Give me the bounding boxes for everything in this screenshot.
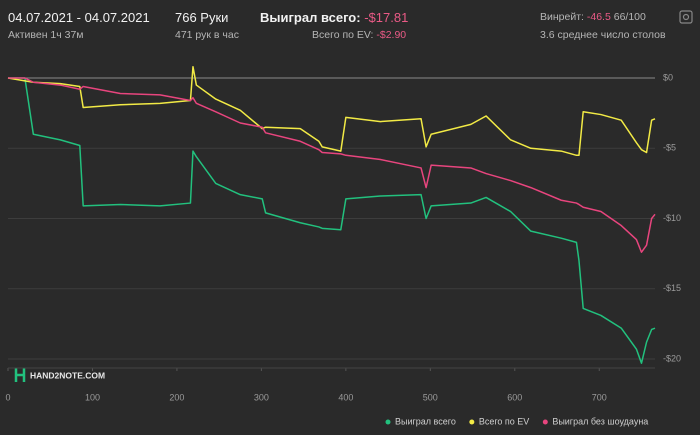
gear-frame[interactable] [679,10,693,24]
x-tick-label: 200 [169,392,184,402]
x-tick-label: 400 [338,392,353,402]
gear-center[interactable] [682,13,690,21]
winrate-unit: 66/100 [613,11,646,23]
x-tick-label: 0 [5,392,10,402]
settings-icon[interactable] [679,10,693,24]
logo-text: HAND2NOTE.COM [30,370,105,380]
date-range: 04.07.2021 - 04.07.2021 [8,10,150,25]
x-tick-label: 300 [254,392,269,402]
ev-row: Всего по EV: -$2.90 [312,29,406,41]
winrate-value: -46.5 [586,11,611,23]
ev-value: -$2.90 [376,29,407,41]
winrate-label: Винрейт: [540,11,584,23]
x-tick-label: 500 [423,392,438,402]
x-tick-label: 100 [85,392,100,402]
plot-area [8,64,655,366]
x-tick-label: 600 [507,392,522,402]
legend-label: Выиграл без шоудауна [552,416,648,426]
legend-label: Всего по EV [479,416,529,426]
legend-swatch [542,419,548,425]
series-line [7,66,656,157]
x-tick-label: 700 [592,392,607,402]
ev-label: Всего по EV: [312,29,374,41]
legend-swatch [385,419,391,425]
plot-bg [8,64,655,366]
logo-icon [14,368,26,382]
won-value: -$17.81 [364,10,409,25]
hands: 766 Руки [175,10,229,25]
series-line [8,77,656,253]
y-tick-label: -$15 [663,283,681,293]
active-time: Активен 1ч 37м [8,29,84,41]
tables: 3.6 среднее число столов [540,29,666,41]
y-tick-label: -$10 [663,213,681,223]
y-tick-label: $0 [663,72,673,82]
logo: HAND2NOTE.COM [14,368,105,382]
y-tick-label: -$20 [663,353,681,363]
won-label: Выиграл всего: [260,10,361,25]
series-line [8,77,656,364]
y-tick-label: -$5 [663,143,676,153]
legend-label: Выиграл всего [395,416,456,426]
won-row: Выиграл всего: -$17.81 [260,10,408,25]
legend-swatch [469,419,475,425]
hands-per-hour: 471 рук в час [175,29,239,41]
winrate-row: Винрейт: -46.5 66/100 [540,11,646,23]
legend: Выиграл всего Всего по EV Выиграл без шоуд… [385,416,648,426]
